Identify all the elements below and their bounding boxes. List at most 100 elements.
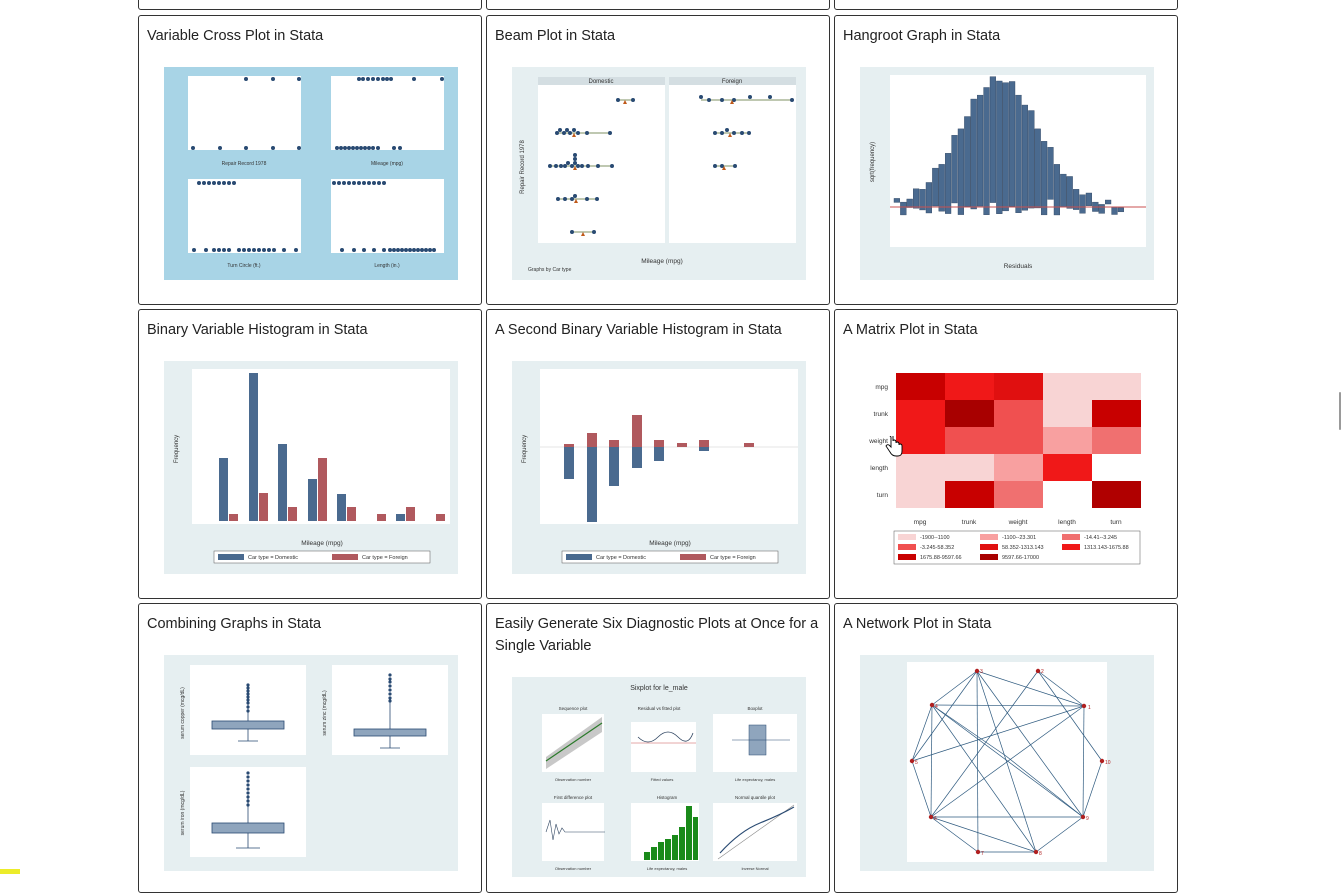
hangroot-bar [1021, 104, 1029, 211]
card-title[interactable]: Beam Plot in Stata [495, 28, 616, 44]
hangroot-bar [938, 164, 945, 212]
card-combining-graphs[interactable]: Combining Graphs in Stata serum copper (… [138, 603, 482, 893]
network-node-label: 1 [1088, 705, 1091, 711]
card-second-binary-histogram[interactable]: A Second Binary Variable Histogram in St… [486, 309, 830, 599]
hangroot-bar [1053, 164, 1061, 216]
crossplot-xlabel: Mileage (mpg) [371, 161, 403, 167]
hangroot-bar [932, 167, 939, 207]
matrix-legend-item: -14.41--3.245 [1084, 535, 1117, 541]
sixplot-panel-title: Boxplot [747, 706, 763, 711]
card-title[interactable]: Binary Variable Histogram in Stata [147, 322, 368, 338]
sixplot-xlabel: Inverse Normal [741, 866, 768, 871]
card-title[interactable]: A Network Plot in Stata [843, 616, 992, 632]
matrix-legend-item: 1675.88-9597.66 [920, 555, 962, 561]
network-node-label: 6 [934, 816, 937, 822]
hangroot-bar [1047, 147, 1054, 200]
combine-ylabel: serum copper (mcg/dL) [180, 687, 186, 739]
network-node-label: 8 [1039, 851, 1042, 857]
binhist2-legend-domestic: Car type = Domestic [596, 555, 646, 561]
card-hangroot-graph[interactable]: Hangroot Graph in Stata sqrt(frequency) … [834, 15, 1178, 305]
hangroot-thumbnail[interactable]: sqrt(frequency) Residuals [860, 67, 1154, 280]
sixplot-panel-title: Residual vs fitted plot [638, 706, 682, 711]
crossplot-xlabel: Length (in.) [374, 263, 400, 269]
card-variable-cross-plot[interactable]: Variable Cross Plot in Stata Repair Reco… [138, 15, 482, 305]
beam-panel-title: Domestic [588, 79, 613, 85]
matrix-legend-item: -1100--23.301 [1002, 535, 1036, 541]
hangroot-bar [1104, 199, 1112, 205]
matrix-row-label: mpg [875, 384, 888, 391]
hangroot-bar [925, 182, 933, 214]
hangroot-bar [1034, 128, 1041, 209]
card-six-diagnostic-plots[interactable]: Easily Generate Six Diagnostic Plots at … [486, 603, 830, 893]
hangroot-bar [919, 189, 926, 211]
sixplot-panel-title: First difference plot [554, 795, 593, 800]
hangroot-bar [989, 76, 997, 203]
sixplot-panel-title: Sequence plot [559, 706, 589, 711]
combine-ylabel: serum zinc (mcg/dL) [322, 690, 328, 736]
card-binary-variable-histogram[interactable]: Binary Variable Histogram in Stata Frequ… [138, 309, 482, 599]
crossplot-panel-2: Mileage (mpg) [331, 76, 444, 167]
crossplot-xlabel: Turn Circle (ft.) [227, 263, 260, 269]
hangroot-bar [976, 94, 984, 207]
sixplot-title: Sixplot for le_male [630, 685, 688, 692]
network-node-label: 2 [1041, 669, 1044, 675]
binhist-legend-domestic: Car type = Domestic [248, 555, 298, 561]
sixplot-xlabel: Observation number [555, 866, 592, 871]
hangroot-bar [1008, 81, 1016, 207]
binhist2-ylabel: Frequency [522, 435, 528, 463]
sixplot-xlabel: Life expectancy, males [735, 777, 775, 782]
sixplot-panel-title: Histogram [657, 795, 678, 800]
hangroot-bar [1002, 82, 1009, 212]
matrix-col-label: mpg [914, 519, 927, 526]
binhist2-xlabel: Mileage (mpg) [649, 540, 691, 547]
network-node-label: 10 [1105, 760, 1111, 766]
binhist-ylabel: Frequency [174, 435, 180, 463]
sixplot-xlabel: Fitted values [651, 777, 674, 782]
matrix-legend-item: 58.352-1313.143 [1002, 545, 1044, 551]
corner-marker [0, 869, 20, 874]
crossplot-panel-4: Length (in.) [331, 179, 444, 269]
combine-thumbnail[interactable]: serum copper (mcg/dL) serum zinc (mcg/dL… [164, 655, 458, 871]
network-thumbnail[interactable]: 1 2 3 4 5 6 7 8 9 10 [860, 655, 1154, 871]
hangroot-bar [1028, 110, 1035, 209]
binhist-thumbnail[interactable]: Frequency Mileage (mpg) Car type = Domes… [164, 361, 458, 574]
card-title[interactable]: Hangroot Graph in Stata [843, 28, 1001, 44]
card-title[interactable]: Variable Cross Plot in Stata [147, 28, 324, 44]
hangroot-bar [1060, 173, 1067, 208]
beam-thumbnail[interactable]: Domestic Foreign Repair Record 1978 Mile… [512, 67, 806, 280]
sixplot-panel-title: Normal quantile plot [735, 795, 776, 800]
hangroot-bar [996, 80, 1003, 214]
matrix-row-label: weight [868, 438, 888, 445]
hangroot-bar [1015, 94, 1022, 213]
hangroot-bar [1079, 194, 1086, 214]
crossplot-thumbnail[interactable]: Repair Record 1978 Mileage (mpg) Turn Ci… [164, 67, 458, 280]
card-matrix-plot[interactable]: A Matrix Plot in Stata mpg trunk weight … [834, 309, 1178, 599]
beam-xlabel: Mileage (mpg) [641, 258, 683, 265]
matrix-legend-item: -1900--1100 [920, 535, 950, 541]
hangroot-bar [1066, 176, 1073, 209]
hangroot-bar [951, 135, 958, 204]
card-title[interactable]: Easily Generate Six Diagnostic Plots at … [495, 616, 819, 654]
hangroot-bar [1117, 207, 1125, 213]
network-node-label: 5 [915, 760, 918, 766]
matrix-col-label: trunk [962, 519, 977, 526]
beam-panel-title: Foreign [722, 79, 742, 85]
binhist2-legend-foreign: Car type = Foreign [710, 555, 756, 561]
card-stub-middle[interactable] [486, 0, 830, 10]
card-beam-plot[interactable]: Beam Plot in Stata Domestic Foreign Repa… [486, 15, 830, 305]
binhist-xlabel: Mileage (mpg) [301, 540, 343, 547]
card-title[interactable]: Combining Graphs in Stata [147, 616, 322, 632]
matrix-thumbnail[interactable]: mpg trunk weight length turn mpg trunk w… [860, 361, 1154, 574]
hangroot-bar [957, 128, 965, 215]
scrollbar-thumb[interactable] [1339, 392, 1341, 430]
crossplot-panel-1: Repair Record 1978 [188, 76, 301, 167]
card-stub-left[interactable] [138, 0, 482, 10]
hangroot-bar [893, 198, 901, 203]
card-network-plot[interactable]: A Network Plot in Stata 1 2 3 4 5 6 7 8 … [834, 603, 1178, 893]
card-title[interactable]: A Second Binary Variable Histogram in St… [495, 322, 782, 338]
binhist2-thumbnail[interactable]: Frequency Mileage (mpg) Car type = Domes… [512, 361, 806, 574]
sixplot-thumbnail[interactable]: Sixplot for le_male Sequence plot Residu… [512, 677, 806, 877]
card-title[interactable]: A Matrix Plot in Stata [843, 322, 978, 338]
hangroot-ylabel: sqrt(frequency) [870, 142, 876, 182]
card-stub-right[interactable] [834, 0, 1178, 10]
